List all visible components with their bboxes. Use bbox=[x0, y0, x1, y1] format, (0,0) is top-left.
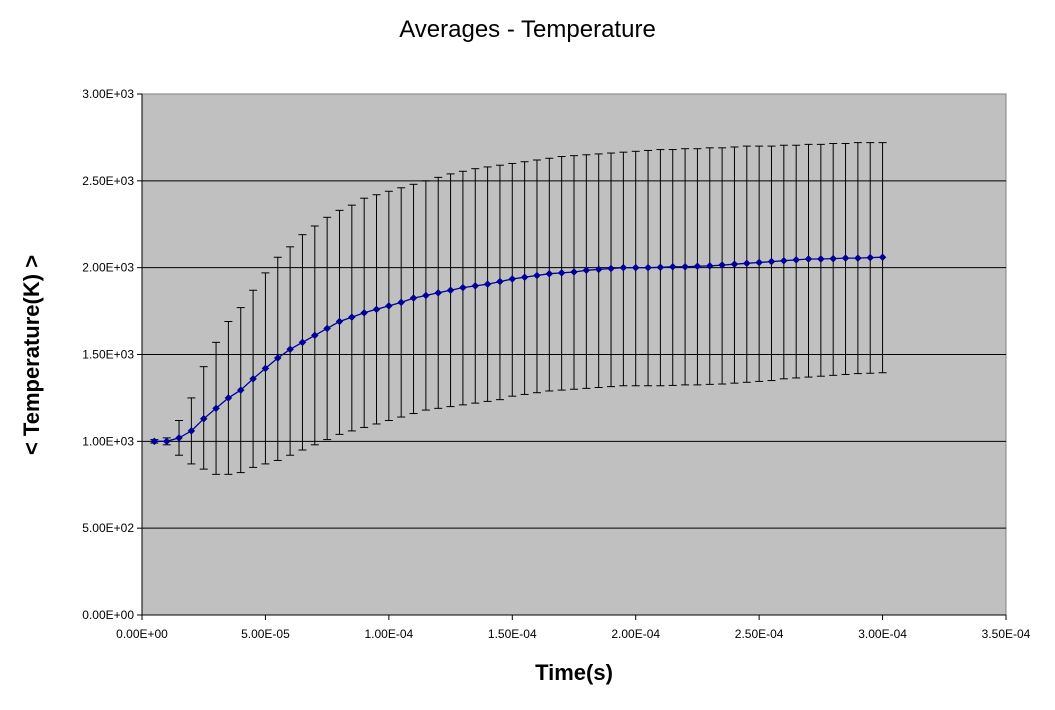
x-axis-ticks: 0.00E+00 5.00E-05 1.00E-04 1.50E-04 2.00E-04… bbox=[116, 615, 1031, 641]
data-point bbox=[483, 280, 492, 289]
y-tick-label: 1.50E+03 bbox=[82, 348, 134, 362]
data-point bbox=[471, 282, 480, 290]
data-point bbox=[187, 427, 196, 435]
data-point bbox=[520, 273, 529, 282]
data-point bbox=[705, 262, 714, 270]
data-point bbox=[150, 437, 159, 446]
data-point bbox=[854, 254, 862, 262]
data-point bbox=[434, 288, 443, 297]
y-tick-label: 2.50E+03 bbox=[82, 174, 134, 188]
data-point bbox=[422, 291, 430, 300]
data-point bbox=[261, 364, 270, 373]
data-point bbox=[249, 374, 257, 383]
data-point bbox=[298, 338, 307, 347]
data-point bbox=[446, 286, 455, 295]
data-point bbox=[779, 256, 788, 265]
data-point bbox=[656, 263, 665, 272]
data-point bbox=[286, 345, 294, 354]
data-point bbox=[335, 317, 344, 326]
y-axis-title: < Temperature(K) > bbox=[19, 254, 44, 456]
data-point bbox=[631, 263, 640, 272]
data-point bbox=[792, 255, 801, 264]
data-point bbox=[273, 354, 282, 362]
data-point bbox=[570, 268, 578, 276]
data-point bbox=[236, 386, 245, 394]
data-point bbox=[668, 262, 677, 271]
data-point bbox=[459, 283, 467, 292]
data-point bbox=[409, 294, 418, 302]
data-point bbox=[372, 305, 381, 314]
data-point bbox=[347, 313, 356, 322]
data-point bbox=[557, 269, 566, 277]
data-point bbox=[619, 263, 628, 272]
y-tick-label: 0.00E+00 bbox=[82, 608, 134, 622]
data-point bbox=[817, 255, 825, 263]
chart-title: Averages - Temperature bbox=[399, 16, 656, 43]
x-tick-label: 0.00E+00 bbox=[116, 627, 168, 641]
data-point bbox=[742, 259, 751, 268]
x-tick-label: 1.00E-04 bbox=[365, 627, 414, 641]
data-point bbox=[385, 302, 393, 310]
data-point bbox=[607, 264, 615, 273]
data-point bbox=[582, 266, 591, 275]
data-point bbox=[594, 265, 603, 274]
data-point bbox=[397, 298, 406, 307]
data-point bbox=[878, 253, 887, 262]
x-tick-label: 5.00E-05 bbox=[241, 627, 290, 641]
data-point bbox=[829, 254, 838, 263]
data-point bbox=[644, 263, 652, 272]
x-tick-label: 2.00E-04 bbox=[611, 627, 660, 641]
data-point bbox=[718, 261, 726, 269]
data-point bbox=[310, 331, 319, 340]
x-tick-label: 3.50E-04 bbox=[982, 627, 1031, 641]
data-point bbox=[681, 262, 689, 271]
data-point bbox=[730, 260, 739, 269]
series-markers bbox=[150, 253, 887, 446]
x-tick-label: 2.50E-04 bbox=[735, 627, 784, 641]
data-point bbox=[508, 275, 517, 283]
y-tick-label: 2.00E+03 bbox=[82, 261, 134, 275]
data-point bbox=[199, 414, 208, 423]
data-point bbox=[533, 271, 541, 280]
x-tick-label: 1.50E-04 bbox=[488, 627, 537, 641]
data-point bbox=[866, 253, 875, 262]
y-tick-label: 5.00E+02 bbox=[82, 521, 134, 535]
data-point bbox=[841, 254, 850, 262]
data-point bbox=[175, 434, 183, 442]
y-tick-label: 3.00E+03 bbox=[82, 87, 134, 101]
data-point bbox=[323, 324, 331, 333]
data-point bbox=[224, 394, 233, 402]
x-axis-title: Time(s) bbox=[535, 660, 613, 685]
data-point bbox=[767, 257, 776, 266]
y-tick-label: 1.00E+03 bbox=[82, 434, 134, 448]
y-axis-ticks: 0.00E+00 5.00E+02 1.00E+03 1.50E+03 2.00E+03… bbox=[82, 87, 142, 622]
data-point bbox=[360, 308, 369, 317]
data-point bbox=[545, 269, 554, 278]
data-point bbox=[496, 277, 504, 286]
data-point bbox=[755, 258, 763, 267]
data-point bbox=[162, 437, 171, 446]
data-point bbox=[693, 262, 702, 271]
data-point bbox=[804, 255, 813, 263]
data-point bbox=[212, 404, 220, 413]
x-tick-label: 3.00E-04 bbox=[858, 627, 907, 641]
